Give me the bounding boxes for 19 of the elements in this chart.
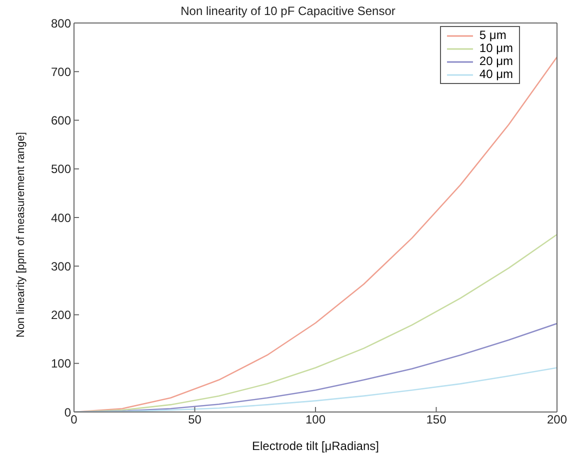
y-tick-label: 600: [50, 114, 72, 128]
legend-label: 10 μm: [479, 41, 513, 55]
y-tick-label: 500: [50, 162, 72, 176]
y-tick-label: 400: [50, 210, 72, 225]
x-tick-label: 50: [188, 412, 202, 427]
legend-label: 5 μm: [479, 28, 506, 42]
y-tick-label: 300: [50, 259, 72, 274]
legend-label: 20 μm: [479, 54, 513, 68]
x-tick-label: 100: [305, 412, 326, 427]
legend-label: 40 μm: [479, 67, 513, 81]
y-tick-label: 700: [50, 64, 72, 79]
x-tick-label: 200: [546, 412, 568, 427]
x-axis-title: Electrode tilt [μRadians]: [252, 439, 379, 453]
y-axis-title: Non linearity [ppm of measurement range]: [14, 132, 27, 338]
y-tick-label: 100: [50, 356, 72, 371]
x-tick-label: 150: [426, 412, 447, 427]
y-tick-label: 800: [50, 16, 72, 30]
chart-title: Non linearity of 10 pF Capacitive Sensor: [180, 4, 396, 18]
y-tick-label: 200: [50, 308, 72, 322]
